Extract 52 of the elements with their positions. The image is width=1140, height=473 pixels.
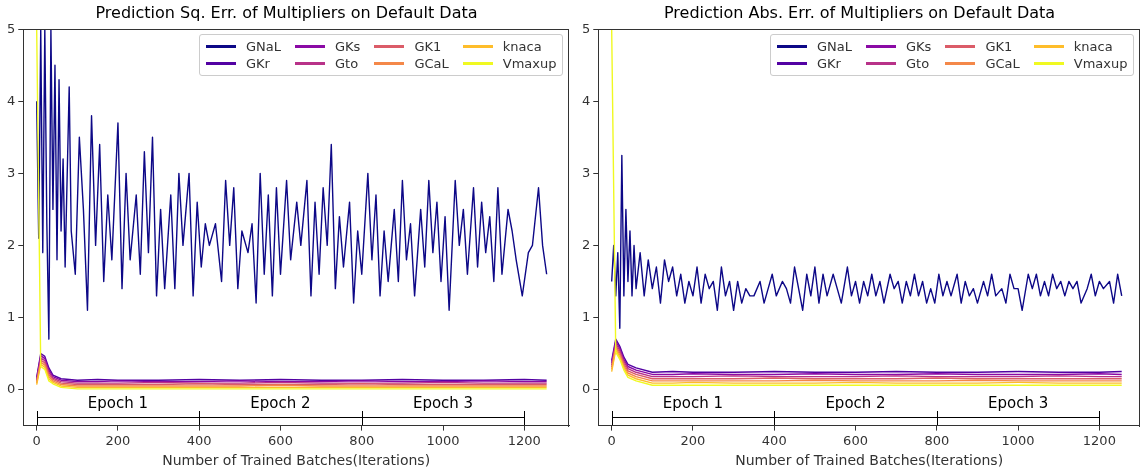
legend-label: knaca [502, 39, 542, 55]
x-tick-label: 1000 [1001, 432, 1035, 448]
y-tick-label: 3 [581, 164, 591, 180]
x-tick-label: 800 [924, 432, 950, 448]
x-tick-label: 800 [349, 432, 375, 448]
annotation: Epoch 3 [412, 394, 474, 413]
y-tick-label: 5 [581, 20, 591, 36]
x-tick-label: 600 [843, 432, 868, 448]
legend-label: GNaL [246, 39, 282, 55]
chart-title: Prediction Sq. Err. of Multipliers on Default Data [95, 2, 478, 22]
y-tick-label: 4 [6, 92, 16, 108]
chart-title: Prediction Abs. Err. of Multipliers on Default Data [663, 2, 1056, 22]
x-tick-label: 1000 [426, 432, 460, 448]
legend-label: GKs [906, 39, 932, 55]
y-tick-label: 0 [6, 380, 16, 396]
legend-label: Gto [906, 56, 930, 72]
y-tick-label: 3 [6, 164, 16, 180]
legend-label: GK1 [985, 39, 1013, 55]
x-tick-label: 0 [607, 432, 616, 448]
x-tick-label: 600 [268, 432, 293, 448]
x-tick-label: 200 [680, 432, 706, 448]
legend-label: GKs [335, 39, 361, 55]
legend-label: Vmaxup [1073, 56, 1128, 72]
legend-label: Vmaxup [502, 56, 557, 72]
legend-label: GNaL [817, 39, 853, 55]
y-tick-label: 2 [581, 236, 591, 252]
x-axis-title: Number of Trained Batches(Iterations) [162, 452, 431, 469]
y-tick-label: 0 [581, 380, 591, 396]
x-tick-label: 400 [761, 432, 787, 448]
x-axis-title: Number of Trained Batches(Iterations) [735, 452, 1004, 469]
annotation: Epoch 2 [250, 394, 311, 413]
annotation: Epoch 1 [87, 394, 149, 413]
x-tick-label: 1200 [1082, 432, 1116, 448]
x-tick-label: 1200 [507, 432, 541, 448]
annotation: Epoch 3 [987, 394, 1049, 413]
annotation: Epoch 2 [825, 394, 886, 413]
y-tick-label: 1 [6, 308, 16, 324]
legend-label: knaca [1073, 39, 1113, 55]
legend-label: Gto [335, 56, 359, 72]
x-tick-label: 0 [32, 432, 41, 448]
legend-label: GCaL [985, 56, 1020, 72]
legend-label: GCaL [414, 56, 449, 72]
y-tick-label: 2 [6, 236, 16, 252]
x-tick-label: 400 [186, 432, 212, 448]
y-tick-label: 5 [6, 20, 16, 36]
legend-label: GK1 [414, 39, 442, 55]
y-tick-label: 4 [581, 92, 591, 108]
x-tick-label: 200 [105, 432, 131, 448]
legend-label: GKr [246, 56, 270, 72]
legend-label: GKr [817, 56, 841, 72]
annotation: Epoch 1 [662, 394, 724, 413]
y-tick-label: 1 [581, 308, 591, 324]
